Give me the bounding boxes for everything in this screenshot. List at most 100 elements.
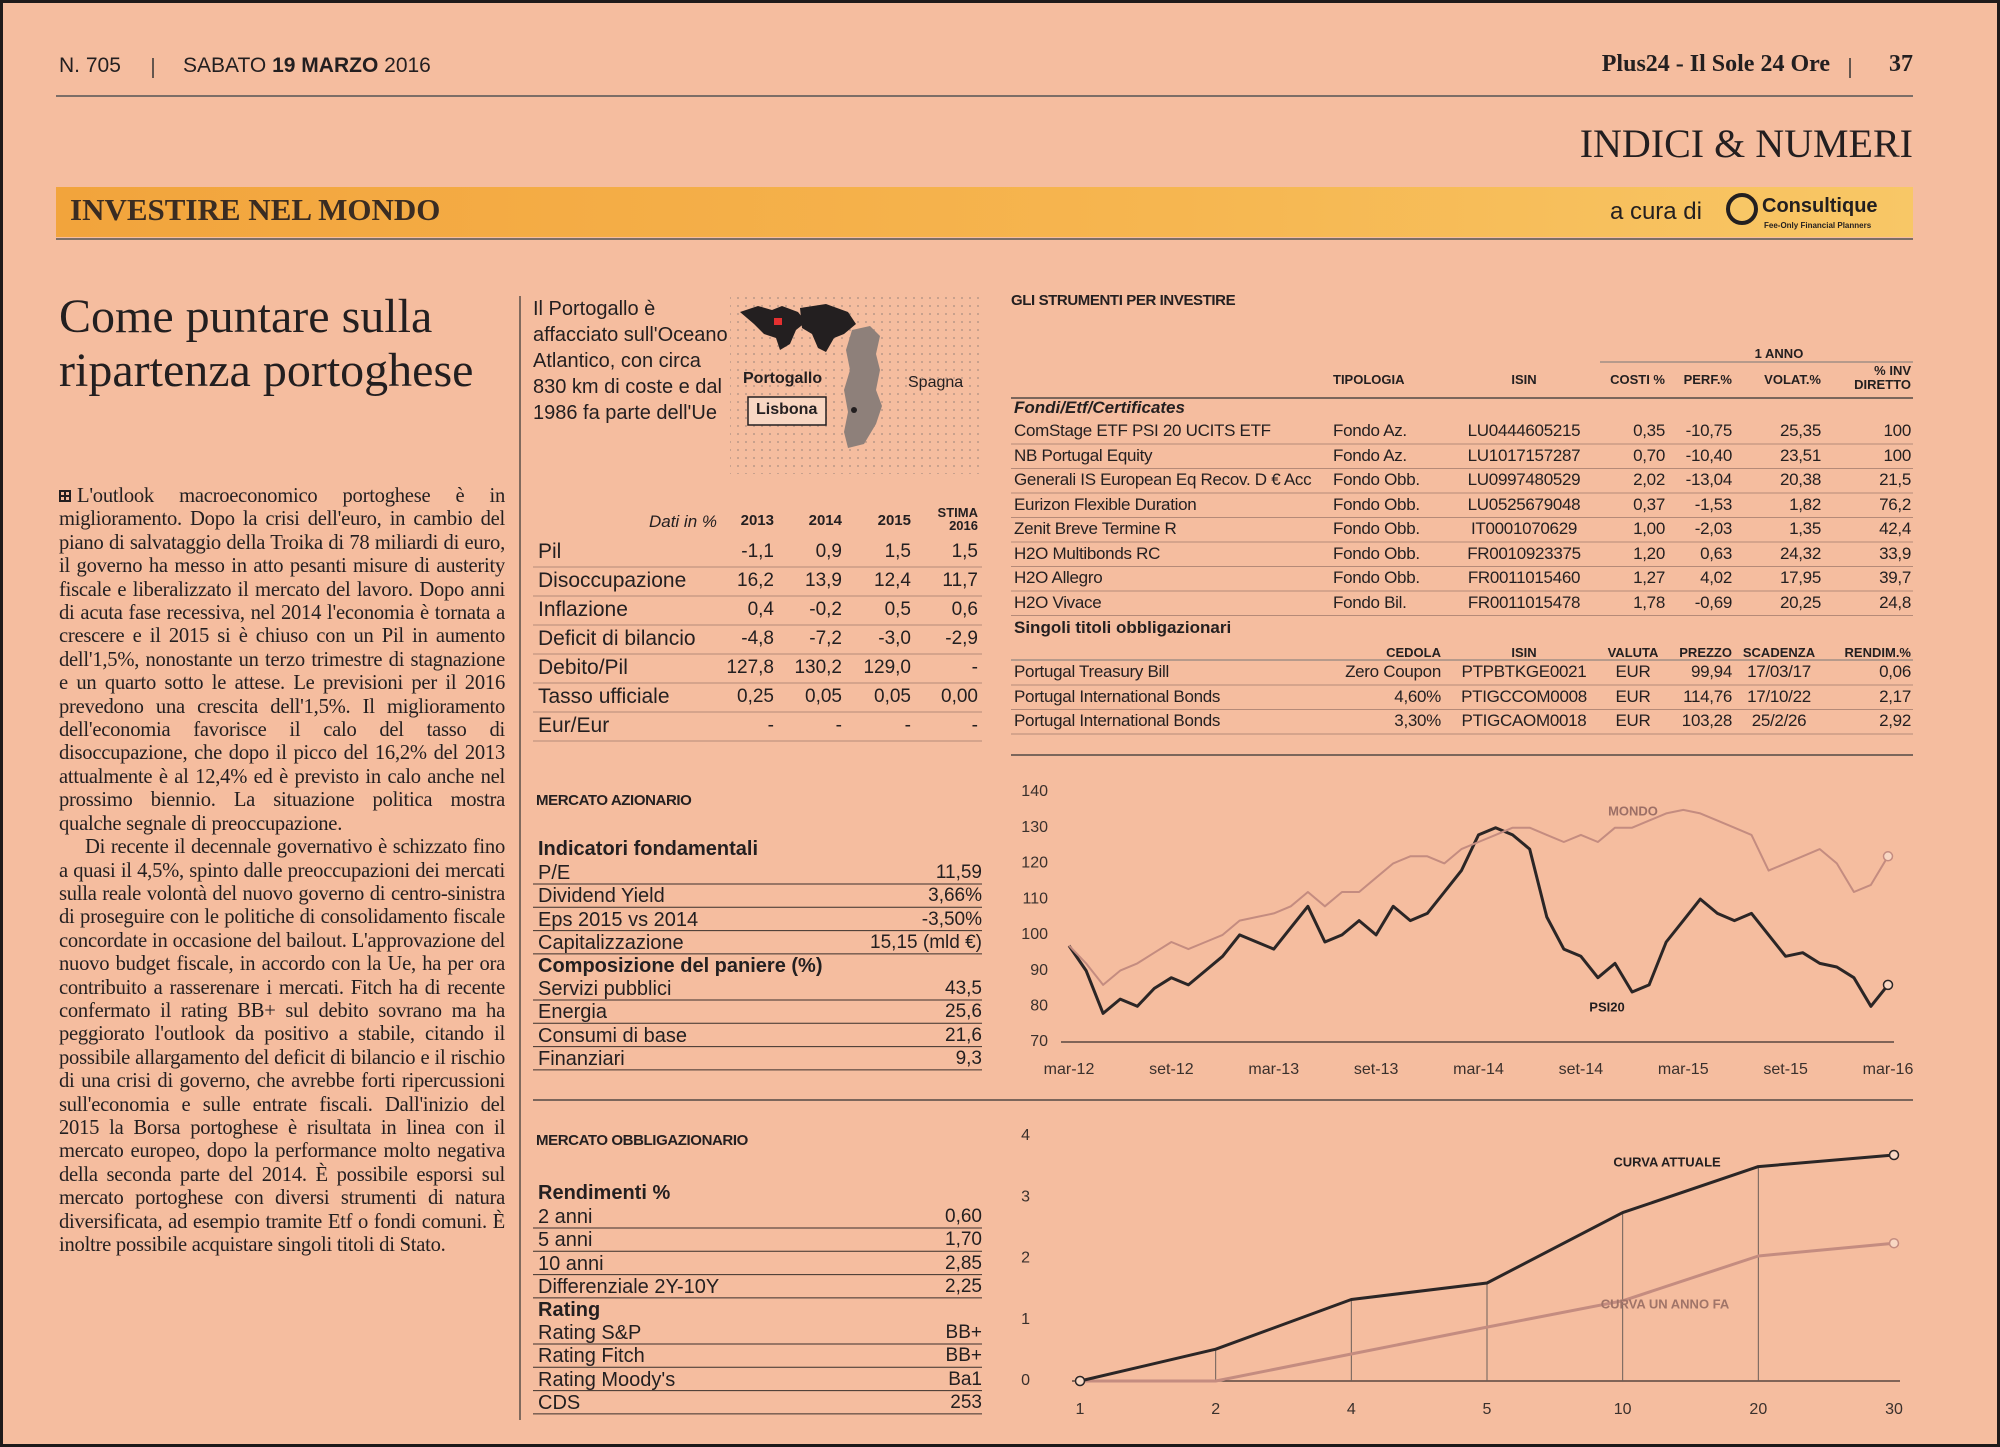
cell: -2,9 [945,628,978,649]
cell: -1,1 [741,541,774,562]
cell: 0,35 [1633,421,1665,440]
fund-name: H2O Allegro [1014,568,1103,587]
x-tick-label: mar-16 [1863,1061,1914,1078]
cell: 42,4 [1879,519,1911,538]
fund-name: H2O Vivace [1014,592,1102,612]
cell: -4,8 [741,628,774,649]
column-header: STIMA 2016 [937,505,978,533]
column-header: PERF.% [1683,372,1732,387]
cell: EUR [1615,686,1651,706]
end-marker [1882,979,1894,991]
cell: BB+ [945,1345,982,1367]
year: 2016 [384,54,431,77]
date: 19 MARZO [272,54,379,77]
portugal-shape [844,326,882,448]
map-label: Portogallo [743,370,823,387]
cell: 1,82 [1789,494,1821,514]
cell: 1,00 [1633,519,1665,538]
x-tick-label: mar-13 [1248,1061,1299,1078]
x-tick-label: 10 [1614,1401,1632,1418]
bond-name: Portugal International Bonds [1014,711,1221,730]
column-header: 2013 [740,512,774,529]
cell: Fondo Bil. [1333,592,1407,612]
cell: 114,76 [1683,686,1732,706]
cell: PTPBTKGE0021 [1461,662,1587,681]
cell: 0,63 [1700,543,1732,563]
group-title: Singoli titoli obbligazionari [1014,618,1232,637]
cell: 100 [1883,445,1912,465]
row-label: Consumi di base [538,1024,687,1047]
cell: Fondo Az. [1333,445,1407,465]
cell: - [971,657,978,678]
cell: -10,75 [1685,421,1733,440]
end-marker [1882,851,1894,862]
cell: Fondo Az. [1333,421,1407,440]
column-header: 2015 [877,512,911,529]
column-header: ISIN [1511,645,1537,660]
row-label: Tasso ufficiale [538,685,670,708]
cell: 2,85 [945,1252,982,1274]
cell: 1,70 [945,1229,982,1251]
column-header: RENDIM.% [1844,645,1911,660]
start-marker [1074,1375,1086,1387]
row-label: 10 anni [538,1252,604,1275]
row-label: Inflazione [538,598,628,621]
cell: 0,05 [874,686,911,707]
bond-name: Portugal International Bonds [1014,686,1221,706]
row-label: Pil [538,540,562,563]
column-header: 2014 [808,512,842,529]
y-tick-label: 2 [1021,1250,1030,1267]
cell: -3,0 [878,628,911,649]
row-label: Capitalizzazione [538,931,684,954]
cell: -2,03 [1694,519,1733,538]
cell: 39,7 [1879,568,1911,587]
row-label: Rating S&P [538,1322,642,1344]
cell: EUR [1615,662,1651,681]
cell: 3,30% [1394,711,1441,730]
curated-by: a cura di [1609,198,1702,225]
cell: 129,0 [863,657,911,678]
cell: 0,06 [1879,662,1911,681]
x-tick-label: 4 [1347,1401,1356,1418]
cell: 1,35 [1789,519,1821,538]
cell: 21,6 [945,1024,982,1046]
group-title: Fondi/Etf/Certificates [1014,398,1185,417]
cell: 11,59 [935,862,982,883]
series-line [1080,1241,1895,1383]
column-header: ISIN [1511,372,1537,387]
fund-name: Eurizon Flexible Duration [1014,494,1197,514]
series-label: CURVA UN ANNO FA [1601,1296,1730,1311]
x-tick-label: set-12 [1149,1061,1194,1078]
section-title: MERCATO OBBLIGAZIONARIO [536,1132,748,1149]
row-label: 5 anni [538,1229,593,1252]
column-header: CEDOLA [1386,645,1441,660]
cell: -7,2 [809,628,842,649]
dateline: SABATO 19 MARZO 2016 [183,54,431,78]
cell: 23,51 [1779,445,1821,465]
cell: 4,02 [1700,568,1732,587]
cell: 76,2 [1879,494,1911,514]
y-tick-label: 120 [1021,855,1048,872]
cell: 1,78 [1633,592,1665,612]
group-title: Rating [538,1299,601,1321]
cell: LU0997480529 [1467,470,1581,489]
cell: Zero Coupon [1345,662,1441,681]
fund-name: ComStage ETF PSI 20 UCITS ETF [1014,421,1271,440]
cell: 0,00 [941,686,978,707]
cell: IT0001070629 [1470,519,1578,538]
cell: 33,9 [1879,543,1911,563]
section-title: GLI STRUMENTI PER INVESTIRE [1011,292,1236,309]
y-tick-label: 0 [1021,1372,1030,1389]
paragraph-text: L'outlook macroeconomico portoghese è in… [59,485,505,835]
cell: 20,25 [1779,592,1821,612]
y-tick-label: 70 [1030,1033,1048,1050]
x-tick-label: 2 [1211,1401,1220,1418]
y-tick-label: 3 [1021,1188,1030,1205]
cell: FR0011015478 [1467,592,1581,612]
capital-dot [851,407,857,413]
column-group-header: 1 ANNO [1754,346,1804,361]
y-tick-label: 100 [1021,926,1048,943]
cell: Ba1 [948,1368,982,1390]
